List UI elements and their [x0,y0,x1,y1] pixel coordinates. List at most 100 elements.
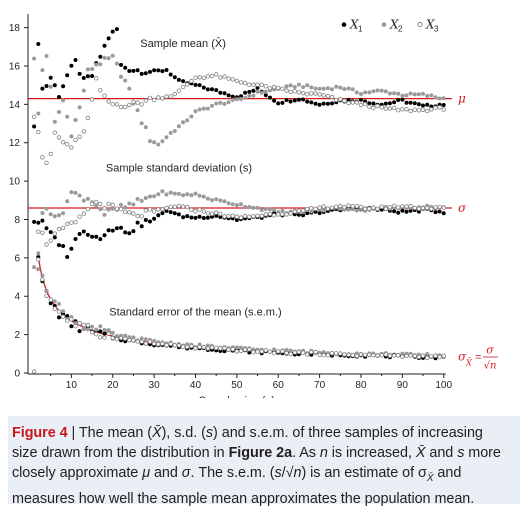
sem-point-X3 [56,309,62,314]
sem-point-X3 [255,349,260,354]
mean-point-X2 [139,121,144,126]
sd-point-X1 [57,243,61,248]
sd-point-X3 [441,205,446,210]
mean-point-X2 [193,109,198,114]
sd-point-X1 [396,210,401,215]
sd-point-X2 [102,212,107,217]
caption-text: . As [292,445,320,461]
mean-point-X2 [239,97,243,101]
mean-point-X2 [90,67,95,71]
sd-point-X3 [329,205,335,210]
sd-point-X3 [222,214,227,219]
sd-point-X1 [123,230,128,235]
sem-point-X2 [272,347,277,352]
mean-point-X2 [69,134,74,139]
mean-point-X1 [65,73,70,78]
mean-point-X1 [197,83,202,88]
caption-text: and [150,465,182,481]
sem-point-X3 [189,343,194,349]
sem-point-X3 [420,353,426,358]
sem-point-X3 [338,351,343,356]
sd-point-X1 [94,234,99,239]
mean-point-X3 [230,77,235,82]
sem-point-X3 [391,353,397,358]
mean-point-X1 [268,95,272,100]
sem-point-X3 [404,353,409,359]
sd-point-X3 [313,206,318,211]
mean-point-X2 [284,84,289,89]
mean-point-X2 [437,96,442,101]
sem-point-X3 [89,330,95,335]
sem-point-X3 [375,353,380,358]
mean-point-X2 [429,93,434,98]
mean-point-X3 [251,82,256,87]
mean-point-X1 [40,86,45,91]
mean-point-X2 [342,87,347,91]
mean-point-X1 [421,103,425,108]
mean-point-X3 [160,96,165,101]
sd-point-X1 [210,214,214,219]
sd-point-X3 [371,205,376,210]
sd-point-X3 [338,203,343,209]
mean-point-X2 [379,88,384,93]
sd-point-X3 [48,238,53,243]
mean-point-X3 [441,107,446,112]
sd-point-X3 [425,205,430,211]
mean-point-X1 [69,63,74,68]
sd-point-X3 [164,205,169,211]
sd-point-X2 [81,198,86,203]
sem-point-X2 [123,333,128,338]
sd-point-X2 [214,197,219,202]
sem-point-X1 [57,315,61,320]
sd-point-X1 [185,214,190,219]
x-tick-label: 80 [355,380,367,391]
mean-point-X2 [354,90,359,95]
sd-point-X3 [354,203,359,209]
mean-point-X1 [255,85,260,90]
mean-point-X2 [57,110,61,114]
sem-point-X3 [131,338,136,343]
mean-point-X2 [404,93,409,98]
sd-point-X2 [197,193,202,198]
mean-point-X1 [156,68,161,73]
sd-point-X1 [98,237,103,242]
mean-point-X2 [201,106,206,111]
sem-point-X3 [296,349,302,355]
sem-point-X3 [242,347,248,352]
sd-point-X2 [176,191,181,196]
caption-figure-label: Figure 4 [12,425,68,441]
mean-point-X1 [239,94,243,99]
mean-point-X1 [214,88,219,93]
sd-point-X2 [77,193,82,198]
sd-point-X2 [189,193,194,198]
mean-point-X1 [425,102,430,107]
mean-point-X2 [396,91,401,96]
mean-point-X3 [218,75,223,80]
sem-point-X3 [259,349,264,354]
sd-point-X1 [181,215,186,220]
sem-point-X3 [234,349,240,354]
caption-mu: μ [142,465,151,481]
panel-label-sd: Sample standard deviation (s) [106,163,252,175]
caption-text: ) is an estimate of σ [301,465,427,481]
sem-point-X3 [288,351,293,357]
sd-point-X3 [36,229,41,234]
sem-point-X3 [354,353,359,359]
mean-point-X3 [73,137,78,143]
sem-point-X3 [48,297,53,302]
sem-point-X3 [321,353,326,358]
sd-point-X3 [77,214,82,219]
mean-point-X1 [110,29,115,34]
mean-point-X3 [379,105,384,110]
sem-point-X3 [52,306,57,311]
caption-text: /√ [281,465,294,481]
mean-point-X3 [321,93,326,98]
sem-point-X2 [205,343,210,348]
mean-point-X1 [222,91,227,96]
mean-point-X1 [152,68,157,73]
sd-point-X1 [119,225,123,230]
sd-point-X2 [321,208,326,213]
sd-point-X1 [176,212,181,217]
sem-point-X3 [433,353,438,358]
legend-marker [341,22,347,27]
